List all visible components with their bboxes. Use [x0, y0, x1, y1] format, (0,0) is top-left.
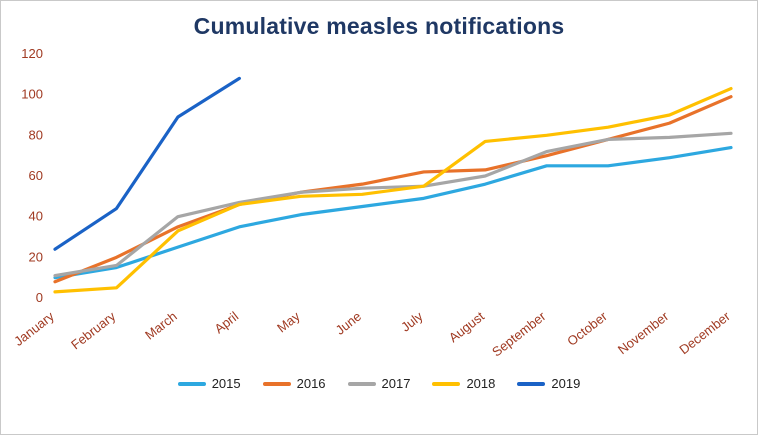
series-line-2018 — [53, 86, 733, 294]
y-tick-label: 40 — [29, 209, 43, 224]
y-tick-label: 80 — [29, 127, 43, 142]
x-tick-label: January — [11, 308, 57, 349]
legend-swatch-2017 — [347, 381, 376, 386]
series-line-2019 — [53, 76, 241, 251]
legend-swatch-2016 — [262, 381, 291, 386]
x-tick-label: July — [398, 308, 426, 334]
x-tick-label: March — [142, 309, 180, 343]
x-tick-label: December — [676, 308, 733, 357]
legend-label-2016: 2016 — [296, 376, 326, 391]
legend-swatch-2018 — [432, 381, 461, 386]
legend-item-2016: 2016 — [262, 376, 326, 391]
y-tick-label: 0 — [36, 290, 43, 305]
legend-label-2017: 2017 — [381, 376, 411, 391]
series-line-2015 — [53, 145, 733, 280]
x-tick-label: October — [564, 308, 610, 349]
series-line-2016 — [53, 95, 733, 284]
x-tick-label: February — [68, 308, 119, 352]
legend-swatch-2019 — [517, 381, 546, 386]
y-tick-label: 120 — [21, 46, 43, 61]
line-chart: 0 20 40 60 80 100 120 January February March April… — [11, 46, 733, 360]
x-tick-label: August — [446, 308, 487, 345]
legend-label-2018: 2018 — [466, 376, 496, 391]
legend-item-2015: 2015 — [177, 376, 241, 391]
x-tick-label: April — [211, 308, 241, 336]
y-tick-label: 20 — [29, 249, 43, 264]
y-tick-label: 60 — [29, 168, 43, 183]
legend-item-2019: 2019 — [517, 376, 580, 391]
legend-label-2019: 2019 — [551, 376, 581, 391]
chart-title: Cumulative measles notifications — [193, 13, 565, 39]
x-tick-label: June — [333, 309, 364, 338]
legend-swatch-2015 — [177, 381, 206, 386]
legend-item-2017: 2017 — [347, 376, 411, 391]
legend-label-2015: 2015 — [211, 376, 241, 391]
x-tick-label: September — [489, 308, 549, 359]
series-line-2017 — [53, 131, 733, 278]
x-tick-label: May — [274, 308, 303, 335]
x-tick-label: November — [615, 308, 672, 357]
y-tick-label: 100 — [21, 87, 43, 102]
legend-item-2018: 2018 — [432, 376, 495, 391]
chart-legend: 2015 2016 2017 2018 2019 — [1, 376, 757, 391]
